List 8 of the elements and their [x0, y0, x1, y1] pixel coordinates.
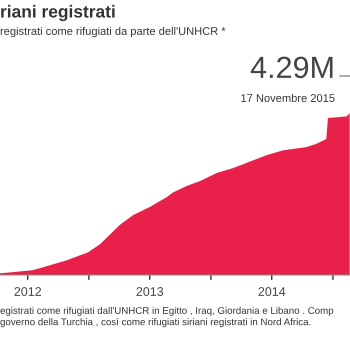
x-tick-label: 2013 — [136, 287, 164, 296]
text: egistrati come rifugiati dall'UNHCR in Egitto , Iraq, Giordania e Libano . Comp governo della Turchia , così come rifugiati siriani registrati in Nord Africa. — [0, 306, 334, 328]
x-tick-label: 2014 — [258, 287, 286, 296]
chart-subtitle: registrati come rifugiati da parte dell'UNHCR * — [0, 26, 226, 38]
chart-title: riani registrati — [1, 4, 115, 22]
text: 4.29M — [250, 56, 332, 78]
text: 17 Novembre 2015 — [241, 94, 335, 102]
x-tick-label: 2012 — [14, 287, 42, 296]
